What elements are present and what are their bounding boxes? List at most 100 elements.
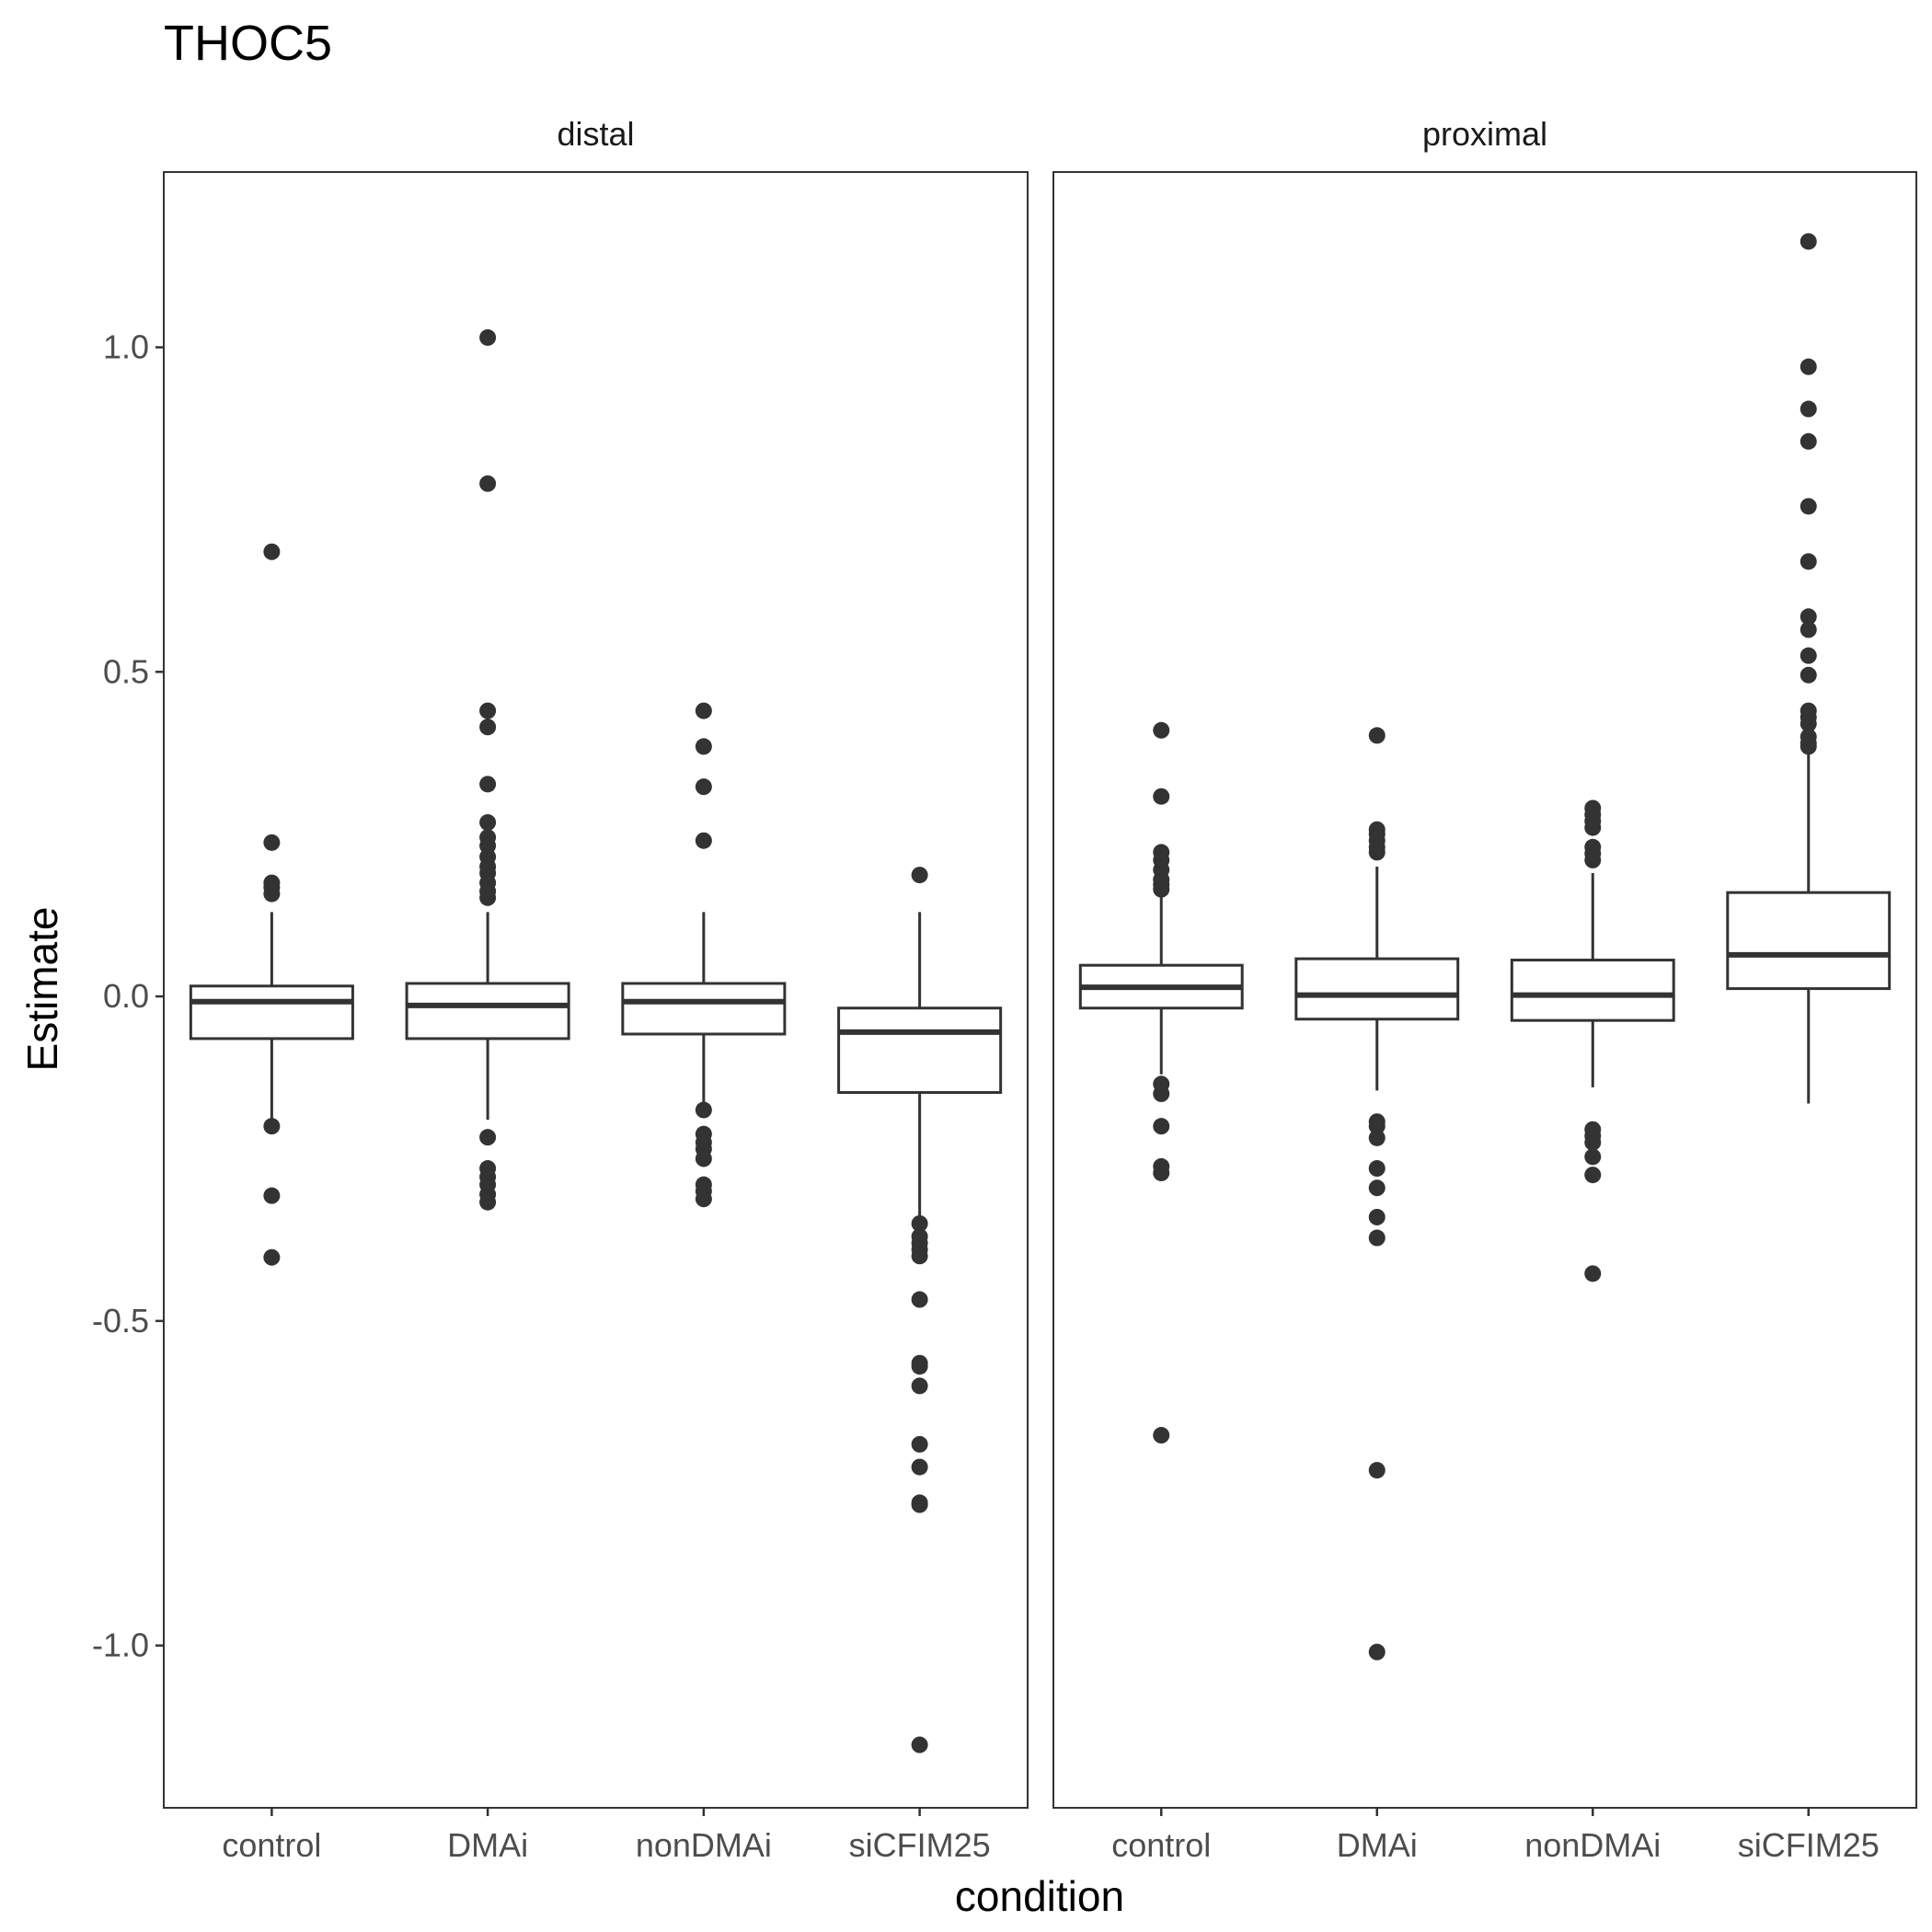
y-tick-label: -1.0 [92, 1627, 149, 1664]
outlier-point [695, 832, 712, 849]
outlier-point [911, 1496, 928, 1513]
outlier-point [911, 1291, 928, 1308]
y-tick-label: -0.5 [92, 1302, 149, 1340]
outlier-point [911, 1248, 928, 1265]
outlier-point [1368, 844, 1386, 861]
outlier-point [263, 1248, 281, 1266]
y-tick-label: 0.0 [103, 977, 149, 1015]
facet-panel-distal: distal control DMAi nonDMAi siCFIM25 [163, 115, 1029, 1864]
outlier-point [695, 1101, 712, 1119]
box-control: control [1078, 721, 1244, 1864]
outlier-point [479, 719, 497, 736]
outlier-point [479, 328, 497, 346]
box-nonDMAi: nonDMAi [621, 702, 787, 1864]
outlier-point [1368, 1179, 1386, 1197]
outlier-point [479, 813, 497, 831]
outlier-point [1584, 1167, 1602, 1184]
outlier-point [1800, 608, 1817, 626]
outlier-point [1368, 1160, 1386, 1178]
outlier-point [1800, 647, 1817, 664]
chart-title: THOC5 [164, 16, 332, 71]
outlier-point [911, 1435, 928, 1453]
outlier-point [1800, 666, 1817, 684]
box-DMAi: DMAi [1294, 727, 1460, 1864]
outlier-point [695, 702, 712, 719]
x-tick-label: nonDMAi [636, 1826, 772, 1864]
outlier-point [1368, 727, 1386, 744]
x-tick-label: control [222, 1826, 321, 1864]
outlier-point [263, 834, 281, 851]
box-iqr [621, 982, 787, 1036]
outlier-point [1584, 819, 1602, 836]
outlier-point [1368, 1208, 1386, 1225]
outlier-point [479, 702, 497, 719]
outlier-point [695, 778, 712, 796]
x-tick-label: DMAi [447, 1826, 528, 1864]
facet-strip-label: distal [557, 115, 634, 153]
outlier-point [695, 738, 712, 755]
outlier-point [1368, 1118, 1386, 1135]
y-tick-label: 0.5 [103, 652, 149, 690]
outlier-point [479, 475, 497, 492]
box-control: control [189, 543, 354, 1864]
outlier-point [1584, 1148, 1602, 1166]
outlier-point [1800, 233, 1817, 250]
box-DMAi: DMAi [405, 328, 570, 1864]
outlier-point [479, 776, 497, 793]
x-axis-title: condition [955, 1872, 1124, 1920]
outlier-point [1153, 1085, 1170, 1102]
outlier-point [911, 1377, 928, 1395]
box-iqr [1726, 891, 1892, 991]
outlier-point [1153, 788, 1170, 805]
outlier-point [1368, 1643, 1386, 1661]
outlier-point [911, 1358, 928, 1375]
box-iqr [1294, 957, 1460, 1021]
outlier-point [263, 1187, 281, 1204]
panel-border [1052, 171, 1917, 1809]
outlier-point [911, 1458, 928, 1476]
outlier-point [479, 1193, 497, 1211]
outlier-point [911, 1215, 928, 1232]
outlier-point [1584, 851, 1602, 868]
outlier-point [1153, 1164, 1170, 1181]
outlier-point [1584, 1133, 1602, 1151]
outlier-point [479, 889, 497, 906]
outlier-point [1800, 400, 1817, 418]
facet-panel-proximal: proximal control DMAi nonDMAi siCFIM25 [1052, 115, 1917, 1864]
outlier-point [1368, 1462, 1386, 1479]
outlier-point [263, 1118, 281, 1135]
x-tick-label: nonDMAi [1524, 1826, 1661, 1864]
outlier-point [1800, 738, 1817, 755]
outlier-point [1800, 358, 1817, 375]
box-iqr [1510, 959, 1675, 1022]
outlier-point [1800, 498, 1817, 515]
box-iqr [189, 984, 354, 1041]
outlier-point [1153, 721, 1170, 739]
outlier-point [1584, 1265, 1602, 1282]
outlier-point [911, 1736, 928, 1754]
box-iqr [405, 982, 570, 1041]
y-tick-label: 1.0 [103, 328, 149, 366]
x-tick-label: siCFIM25 [849, 1826, 991, 1864]
outlier-point [1800, 715, 1817, 732]
outlier-point [479, 1129, 497, 1146]
outlier-point [1153, 880, 1170, 898]
outlier-point [1800, 432, 1817, 450]
box-siCFIM25: siCFIM25 [1726, 233, 1892, 1864]
outlier-point [1368, 1229, 1386, 1247]
y-axis: 1.0 0.5 0.0 -0.5 -1.0 [92, 328, 164, 1664]
outlier-point [911, 867, 928, 884]
box-iqr [837, 1006, 1003, 1094]
facet-strip-label: proximal [1422, 115, 1547, 153]
outlier-point [1153, 1427, 1170, 1444]
outlier-point [695, 1190, 712, 1208]
y-axis-title: Estimate [18, 907, 66, 1072]
outlier-point [1368, 1129, 1386, 1146]
outlier-point [263, 885, 281, 903]
outlier-point [1800, 553, 1817, 570]
x-tick-label: siCFIM25 [1738, 1826, 1880, 1864]
outlier-point [1153, 1118, 1170, 1135]
outlier-point [695, 1150, 712, 1167]
